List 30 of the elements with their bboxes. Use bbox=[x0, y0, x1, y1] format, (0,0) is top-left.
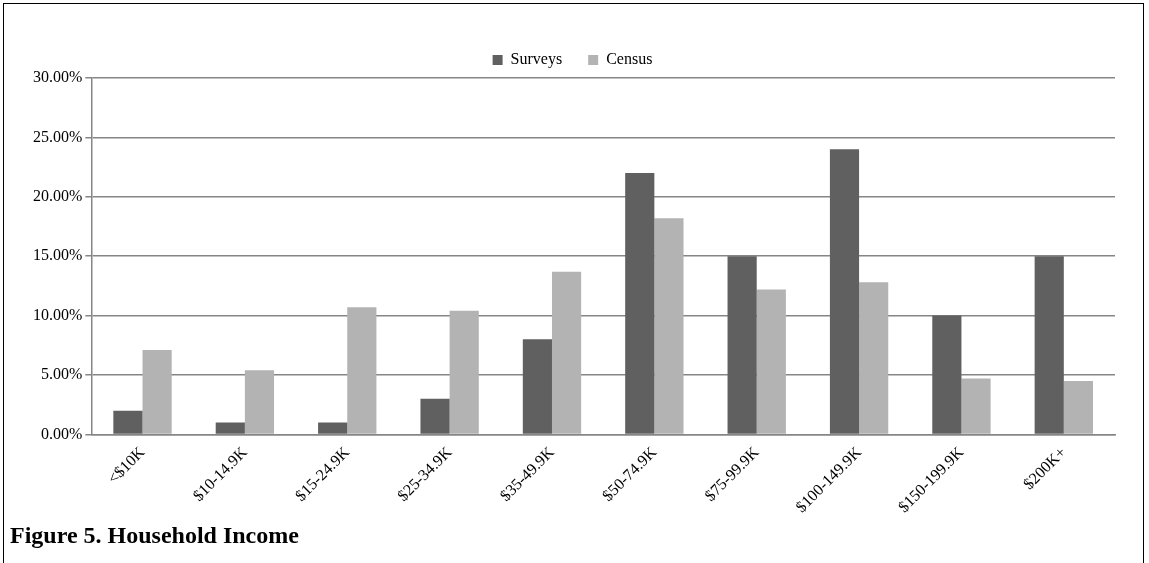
bar bbox=[756, 289, 786, 434]
bar bbox=[318, 422, 348, 434]
bar bbox=[551, 271, 582, 434]
bar bbox=[347, 307, 377, 434]
bar bbox=[420, 398, 450, 434]
bar bbox=[142, 350, 172, 434]
bar bbox=[932, 315, 962, 434]
y-tick-label: 10.00% bbox=[33, 305, 83, 323]
y-tick-label: 15.00% bbox=[33, 246, 83, 264]
y-tick-label: 20.00% bbox=[33, 187, 83, 204]
bar bbox=[215, 422, 245, 434]
legend-label: Census bbox=[606, 50, 653, 68]
y-tick-label: 25.00% bbox=[33, 127, 83, 145]
y-tick-label: 30.00% bbox=[33, 68, 83, 86]
bar bbox=[654, 218, 684, 434]
bar bbox=[1034, 256, 1064, 434]
y-tick-label: 5.00% bbox=[41, 365, 83, 383]
bar bbox=[449, 310, 479, 434]
bar bbox=[522, 339, 552, 434]
bar bbox=[625, 173, 655, 434]
y-tick-label: 0.00% bbox=[41, 424, 83, 442]
bar bbox=[961, 378, 991, 434]
bar bbox=[727, 256, 757, 434]
bar bbox=[859, 282, 889, 434]
legend-label: Surveys bbox=[510, 50, 563, 69]
bar bbox=[113, 410, 143, 434]
bar bbox=[1063, 380, 1093, 434]
bar bbox=[244, 370, 275, 434]
bar bbox=[829, 149, 860, 434]
text: Figure 5. Household Income bbox=[10, 522, 305, 549]
